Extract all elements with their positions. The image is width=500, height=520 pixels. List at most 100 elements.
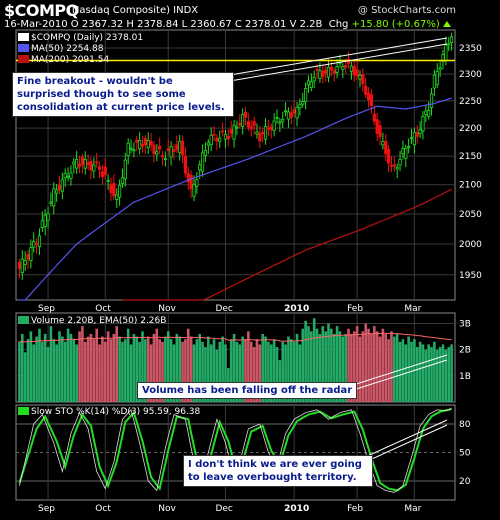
legend-swatch-price <box>18 33 29 41</box>
candle-body <box>129 147 133 150</box>
volume-bar <box>152 333 156 402</box>
candle-body <box>427 109 431 117</box>
volume-bar <box>41 341 44 402</box>
candle-body <box>409 137 414 140</box>
candle-body <box>63 173 67 179</box>
volume-bar <box>441 344 445 402</box>
price-y-tick: 2100 <box>459 181 482 191</box>
candle-body <box>438 67 442 70</box>
candle-body <box>286 111 291 120</box>
volume-bar <box>209 344 213 402</box>
candle-body <box>143 138 147 145</box>
candle-body <box>175 144 179 151</box>
volume-bar <box>161 341 164 402</box>
volume-bar <box>149 344 153 402</box>
volume-bar <box>415 347 419 402</box>
volume-bar <box>387 339 390 402</box>
volume-bar <box>272 339 276 402</box>
volume-bar <box>169 339 173 402</box>
volume-bar <box>26 339 30 402</box>
annotation-pointer <box>349 359 448 392</box>
candle-body <box>435 71 439 85</box>
candle-body <box>160 155 165 158</box>
volume-bar <box>424 349 428 402</box>
candle-body <box>326 66 331 78</box>
candle-body <box>97 166 102 170</box>
volume-bar <box>444 349 448 402</box>
annotation-pointer <box>223 37 448 77</box>
quote-values: 16-Mar-2010 O 2367.32 H 2378.84 L 2360.6… <box>4 19 323 30</box>
volume-bar <box>381 328 385 402</box>
volume-bar <box>315 328 319 402</box>
volume-bar <box>23 352 27 402</box>
volume-bar <box>384 333 388 402</box>
price-x-tick: Dec <box>215 304 232 314</box>
volume-bar <box>115 326 119 402</box>
volume-bar <box>124 339 127 402</box>
volume-bar <box>238 344 242 402</box>
candle-body <box>421 115 425 132</box>
price-y-tick: 1950 <box>459 271 482 281</box>
candle-body <box>312 76 316 82</box>
candle-body <box>241 114 245 127</box>
candle-body <box>418 129 422 135</box>
annotation-pointer <box>349 354 448 387</box>
volume-bar <box>61 336 64 402</box>
candle-body <box>361 74 365 85</box>
volume-bar <box>138 341 141 402</box>
candle-body <box>209 134 213 146</box>
legend-swatch-sto <box>18 407 29 415</box>
candle-body <box>223 134 228 140</box>
candle-body <box>146 139 150 148</box>
volume-bar <box>63 341 67 402</box>
volume-bar <box>450 344 453 402</box>
candle-body <box>35 243 39 245</box>
candle-body <box>92 164 96 172</box>
volume-bar <box>92 339 96 402</box>
volume-bar <box>212 339 216 402</box>
ma200-legend-text: MA(200) 2091.54 <box>31 55 110 65</box>
volume-bar <box>244 339 247 402</box>
sto-y-tick: 80 <box>459 420 471 430</box>
candle-body <box>140 143 145 147</box>
volume-bar <box>20 333 24 402</box>
volume-bar <box>312 318 316 402</box>
volume-bar <box>255 339 259 402</box>
legend-swatch-ma200 <box>18 55 29 63</box>
candle-body <box>392 164 396 167</box>
candle-body <box>206 142 210 146</box>
volume-bar <box>232 333 236 402</box>
volume-bar <box>364 323 368 402</box>
candle-body <box>229 129 233 134</box>
candle-body <box>387 149 391 164</box>
sto-x-tick: Sep <box>38 504 55 514</box>
candle-body <box>178 140 182 153</box>
volume-bar <box>361 331 365 402</box>
candle-body <box>292 109 296 114</box>
volume-bar <box>338 331 342 402</box>
candle-body <box>155 151 159 155</box>
candle-body <box>432 74 436 89</box>
volume-bar <box>370 333 373 402</box>
candle-body <box>238 122 242 126</box>
candle-body <box>218 137 222 142</box>
volume-bar <box>52 339 56 402</box>
volume-bar <box>98 344 101 402</box>
candle-body <box>169 146 173 158</box>
candle-body <box>261 131 265 135</box>
volume-bar <box>241 336 244 402</box>
candle-body <box>23 260 27 266</box>
sto-annotation-line1: I don't think we are ever going <box>188 459 362 470</box>
volume-bar <box>310 331 313 402</box>
candle-body <box>120 177 125 185</box>
volume-bar <box>66 328 70 402</box>
volume-bar <box>295 333 299 402</box>
volume-y-tick: 1B <box>459 372 471 382</box>
volume-bar <box>355 326 359 402</box>
volume-bar <box>126 328 130 402</box>
candle-body <box>407 145 411 148</box>
volume-bar <box>267 341 270 402</box>
volume-bar <box>38 328 41 402</box>
volume-bar <box>106 331 110 402</box>
volume-bar <box>261 333 264 402</box>
